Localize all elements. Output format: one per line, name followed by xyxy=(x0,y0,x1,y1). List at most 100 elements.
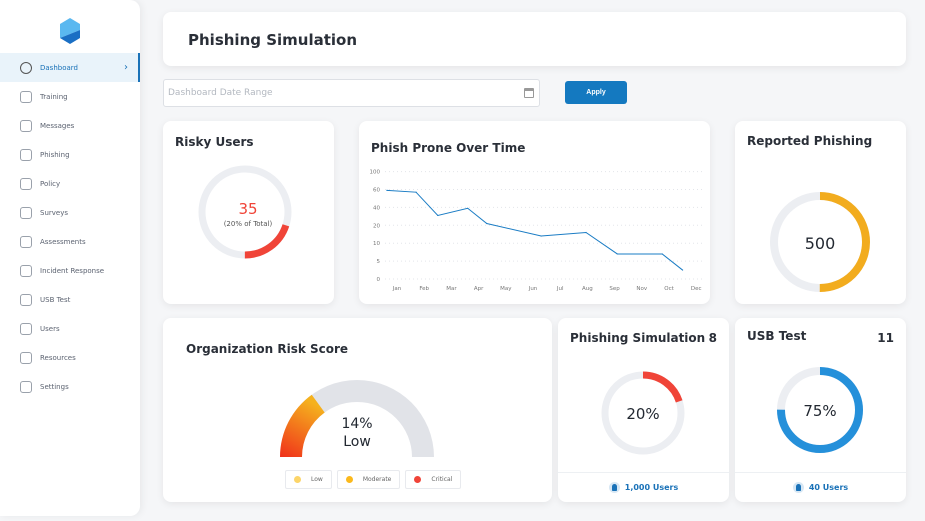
reported-phishing-card: Reported Phishing 500 xyxy=(735,121,906,304)
card-title: Risky Users xyxy=(175,135,254,149)
usb-test-value: 75% xyxy=(803,402,837,420)
usb-test-donut xyxy=(777,367,863,453)
calendar-icon[interactable] xyxy=(524,88,534,98)
risky-users-subtitle: (20% of Total) xyxy=(223,220,273,228)
x-tick-label: Sep xyxy=(609,286,620,292)
legend-label: Low xyxy=(311,476,323,483)
sidebar-item-label: Messages xyxy=(40,121,75,130)
user-icon xyxy=(20,322,32,335)
sidebar-item-resources[interactable]: Resources xyxy=(0,343,140,372)
chevron-right-icon: › xyxy=(124,62,128,73)
card-title: Phishing Simulation xyxy=(570,331,706,345)
sidebar-item-label: Surveys xyxy=(40,208,68,217)
data-point xyxy=(415,191,417,193)
series-line xyxy=(386,189,683,271)
y-tick-label: 10 xyxy=(373,241,380,247)
data-point xyxy=(616,253,618,255)
legend-dot xyxy=(345,476,353,483)
usb-test-card: USB Test 11 75% 40 Users xyxy=(735,318,906,502)
sidebar-item-label: Assessments xyxy=(40,237,86,246)
sidebar-item-policy[interactable]: Policy xyxy=(0,169,140,198)
header-card: Phishing Simulation xyxy=(163,12,906,66)
sidebar-item-usb-test[interactable]: USB Test xyxy=(0,285,140,314)
legend-label: Critical xyxy=(431,476,453,483)
sidebar-item-label: Phishing xyxy=(40,150,70,159)
legend-item-critical: Critical xyxy=(405,470,462,489)
sidebar-item-phishing[interactable]: Phishing xyxy=(0,140,140,169)
data-point xyxy=(540,235,542,237)
card-title: Organization Risk Score xyxy=(186,342,349,356)
x-tick-label: Mar xyxy=(446,286,457,292)
x-tick-label: May xyxy=(500,286,512,292)
data-point xyxy=(386,189,388,191)
y-tick-label: 40 xyxy=(373,205,380,211)
sidebar-item-incident-response[interactable]: Incident Response xyxy=(0,256,140,285)
phishing-sim-donut xyxy=(601,371,685,455)
risk-gauge xyxy=(280,380,434,457)
org-risk-card: Organization Risk Score 14% Low xyxy=(163,318,552,502)
gauge-track xyxy=(280,380,434,457)
x-tick-label: Jan xyxy=(392,286,402,292)
chart-title: Phish Prone Over Time xyxy=(371,141,526,155)
phish-prone-chart: 0 5 10 20 40 60 100 Jan Feb Mar Apr May Jun Jul Aug Sep… xyxy=(370,170,704,292)
phishing-sim-card: Phishing Simulation 8 20% 1,000 Users xyxy=(558,318,729,502)
legend-label: Moderate xyxy=(362,476,392,483)
x-tick-label: Apr xyxy=(474,286,484,292)
sidebar-item-assessments[interactable]: Assessments xyxy=(0,227,140,256)
page-title: Phishing Simulation xyxy=(188,31,358,49)
y-tick-label: 100 xyxy=(370,170,381,176)
x-tick-label: Nov xyxy=(636,286,647,292)
sidebar-nav: Dashboard › Training Messages Phishing Policy… xyxy=(0,53,140,401)
incident-icon xyxy=(20,264,32,277)
data-point xyxy=(437,214,439,217)
y-tick-label: 0 xyxy=(377,277,381,283)
sidebar-item-dashboard[interactable]: Dashboard › xyxy=(0,53,140,82)
user-icon xyxy=(792,482,804,493)
sidebar-item-users[interactable]: Users xyxy=(0,314,140,343)
sidebar-item-messages[interactable]: Messages xyxy=(0,111,140,140)
sidebar-item-surveys[interactable]: Surveys xyxy=(0,198,140,227)
y-tick-label: 20 xyxy=(373,223,380,229)
x-tick-label: Dec xyxy=(691,286,702,292)
sidebar: Dashboard › Training Messages Phishing Policy… xyxy=(0,0,140,516)
gear-icon xyxy=(20,380,32,393)
sidebar-item-training[interactable]: Training xyxy=(0,82,140,111)
x-tick-label: Jul xyxy=(556,286,564,292)
reported-phishing-value: 500 xyxy=(804,234,836,253)
user-icon xyxy=(608,482,620,493)
donut-arc xyxy=(198,165,292,259)
clipboard-icon xyxy=(20,206,32,219)
legend-dot xyxy=(414,476,422,483)
risk-score-value: 14% xyxy=(341,416,373,432)
sidebar-item-label: Incident Response xyxy=(40,266,105,275)
sidebar-item-settings[interactable]: Settings xyxy=(0,372,140,401)
x-tick-label: Aug xyxy=(582,286,593,292)
app-logo xyxy=(60,18,80,44)
sidebar-item-label: Training xyxy=(40,92,68,101)
assessment-icon xyxy=(20,235,32,248)
gauge-icon xyxy=(20,61,32,74)
date-range-input[interactable]: Dashboard Date Range xyxy=(163,79,540,107)
resources-icon xyxy=(20,351,32,364)
legend-item-low: Low xyxy=(285,470,332,489)
data-point xyxy=(682,269,684,271)
phishing-sim-users[interactable]: 1,000 Users xyxy=(558,472,729,502)
sidebar-item-label: USB Test xyxy=(40,295,71,304)
card-title: Reported Phishing xyxy=(747,134,873,148)
phishing-icon xyxy=(20,148,32,161)
policy-icon xyxy=(20,177,32,190)
usb-test-count: 11 xyxy=(877,331,894,345)
risk-level: Low xyxy=(343,434,371,450)
date-range-placeholder: Dashboard Date Range xyxy=(168,88,273,98)
data-point xyxy=(467,207,469,209)
sidebar-item-label: Dashboard xyxy=(40,63,78,72)
data-point xyxy=(661,253,663,255)
usb-icon xyxy=(20,293,32,306)
phish-prone-card: Phish Prone Over Time 0 5 10 20 40 60 100 Jan Fe… xyxy=(359,121,710,304)
usb-test-users[interactable]: 40 Users xyxy=(735,472,906,502)
legend-item-moderate: Moderate xyxy=(336,470,401,489)
users-count: 1,000 Users xyxy=(624,483,679,492)
reported-phishing-donut xyxy=(770,192,870,292)
donut-arc xyxy=(601,371,685,455)
apply-button[interactable]: Apply xyxy=(565,81,627,104)
